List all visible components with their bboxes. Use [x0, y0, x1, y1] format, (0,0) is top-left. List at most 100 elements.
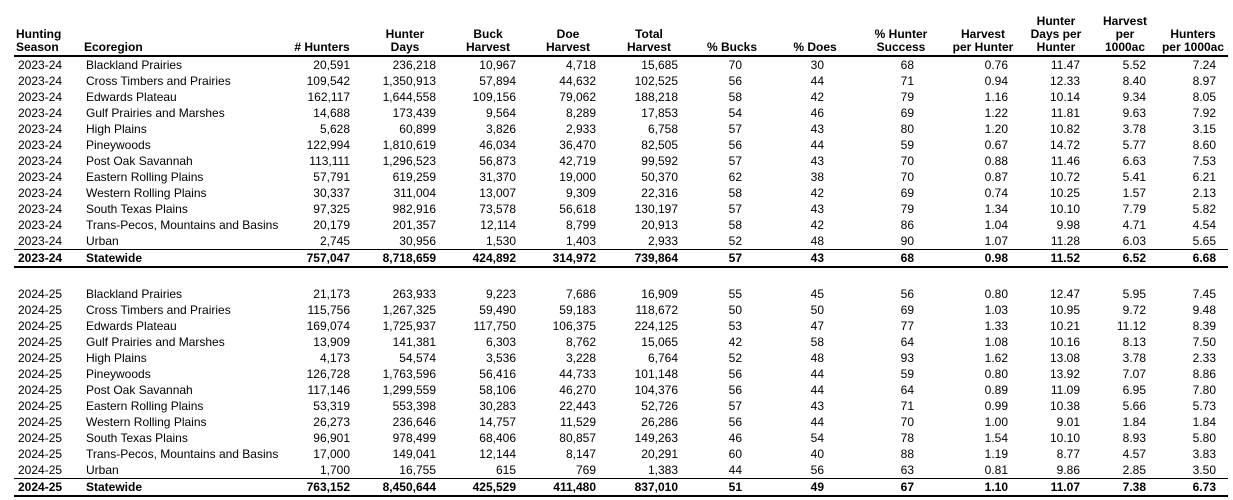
value-cell: 86: [900, 218, 914, 232]
value-cell: 56: [810, 463, 824, 477]
value-cell: 7.38: [1092, 478, 1158, 497]
season-cell: 2024-25: [18, 415, 63, 429]
value-cell: 10.25: [1049, 186, 1080, 200]
value-cell: 130,197: [634, 202, 678, 216]
season-cell: 2023-24: [18, 234, 63, 248]
season-cell: 2023-24: [18, 90, 63, 104]
table-body: 2023-24 Blackland Prairies 20,591 236,218 10…: [14, 56, 1228, 497]
value-cell: 57: [728, 399, 742, 413]
header-line: Days: [390, 40, 420, 54]
value-cell: 9.72: [1122, 303, 1146, 317]
value-cell: 757,047: [282, 249, 362, 268]
value-cell: 10.10: [1049, 431, 1080, 445]
season-cell: 2024-25: [18, 383, 63, 397]
value-cell: 763,152: [282, 478, 362, 497]
data-row: 2023-24 Gulf Prairies and Marshes 14,688 17…: [14, 105, 1228, 121]
value-cell: 1.62: [984, 351, 1008, 365]
value-cell: 2.33: [1192, 351, 1216, 365]
ecoregion-cell: High Plains: [86, 351, 147, 365]
value-cell: 20,913: [641, 218, 678, 232]
value-cell: 59,183: [559, 303, 596, 317]
header-line: Hunter: [1036, 14, 1076, 28]
value-cell: 1.04: [984, 218, 1008, 232]
value-cell: 424,892: [448, 249, 528, 268]
value-cell: 57: [728, 154, 742, 168]
season-cell: 2024-25: [18, 399, 63, 413]
ecoregion-cell: Edwards Plateau: [86, 319, 177, 333]
value-cell: 58,106: [479, 383, 516, 397]
value-cell: 10.95: [1049, 303, 1080, 317]
value-cell: 43: [810, 154, 824, 168]
value-cell: 2.13: [1192, 186, 1216, 200]
value-cell: 82,505: [641, 138, 678, 152]
ecoregion-cell: Statewide: [82, 478, 282, 497]
value-cell: 10,967: [479, 58, 516, 72]
value-cell: 17,000: [313, 447, 350, 461]
value-cell: 3,228: [565, 351, 596, 365]
value-cell: 30,956: [399, 234, 436, 248]
value-cell: 64: [900, 335, 914, 349]
value-cell: 1.54: [984, 431, 1008, 445]
column-header: # Hunters: [282, 2, 362, 57]
value-cell: 7.53: [1192, 154, 1216, 168]
value-cell: 52: [728, 351, 742, 365]
value-cell: 236,218: [392, 58, 436, 72]
value-cell: 1,267,325: [382, 303, 436, 317]
value-cell: 20,291: [641, 447, 678, 461]
value-cell: 71: [900, 74, 914, 88]
value-cell: 10.16: [1049, 335, 1080, 349]
season-cell: 2023-24: [18, 186, 63, 200]
value-cell: 64: [900, 383, 914, 397]
value-cell: 0.87: [984, 170, 1008, 184]
value-cell: 10.14: [1049, 90, 1080, 104]
value-cell: 57: [728, 202, 742, 216]
value-cell: 12,114: [480, 218, 516, 232]
header-line: % Hunter: [874, 27, 928, 41]
value-cell: 7.92: [1192, 106, 1216, 120]
value-cell: 425,529: [448, 478, 528, 497]
value-cell: 8.13: [1122, 335, 1146, 349]
value-cell: 60,899: [399, 122, 436, 136]
value-cell: 96,901: [313, 431, 350, 445]
harvest-table: Hunting Season Ecoregion # Hunters Hunter Day…: [14, 2, 1228, 497]
value-cell: 0.81: [984, 463, 1008, 477]
value-cell: 46: [810, 106, 824, 120]
value-cell: 149,263: [634, 431, 678, 445]
header-line: Hunter: [385, 27, 425, 41]
value-cell: 30: [810, 58, 824, 72]
value-cell: 5.66: [1122, 399, 1146, 413]
value-cell: 0.80: [984, 287, 1008, 301]
value-cell: 56: [728, 367, 742, 381]
value-cell: 46,270: [559, 383, 596, 397]
value-cell: 0.80: [984, 367, 1008, 381]
header-line: Harvest: [465, 40, 511, 54]
value-cell: 31,370: [479, 170, 516, 184]
header-row: Hunting Season Ecoregion # Hunters Hunter Day…: [14, 2, 1228, 57]
column-header: Buck Harvest: [448, 2, 528, 57]
value-cell: 4,718: [565, 58, 596, 72]
value-cell: 20,179: [313, 218, 350, 232]
spacer-row: [14, 267, 1228, 286]
value-cell: 13,909: [313, 335, 350, 349]
value-cell: 67: [856, 478, 946, 497]
header-line: Days per: [1030, 27, 1082, 41]
value-cell: 0.89: [984, 383, 1008, 397]
season-cell: 2023-24: [18, 202, 63, 216]
ecoregion-cell: Trans-Pecos, Mountains and Basins: [86, 218, 279, 232]
value-cell: 93: [900, 351, 914, 365]
data-row: 2024-25 Blackland Prairies 21,173 263,933 9,…: [14, 286, 1228, 302]
column-header: % Does: [774, 2, 856, 57]
value-cell: 20,591: [313, 58, 350, 72]
value-cell: 63: [900, 463, 914, 477]
value-cell: 15,685: [641, 58, 678, 72]
value-cell: 1.19: [984, 447, 1008, 461]
value-cell: 411,480: [528, 478, 608, 497]
value-cell: 56: [728, 138, 742, 152]
value-cell: 978,499: [392, 431, 436, 445]
value-cell: 15,065: [641, 335, 678, 349]
season-cell: 2023-24: [18, 106, 63, 120]
data-row: 2023-24 Blackland Prairies 20,591 236,218 10…: [14, 56, 1228, 73]
header-line: Harvest: [545, 40, 591, 54]
value-cell: 104,376: [634, 383, 678, 397]
header-line: Buck: [473, 27, 503, 41]
